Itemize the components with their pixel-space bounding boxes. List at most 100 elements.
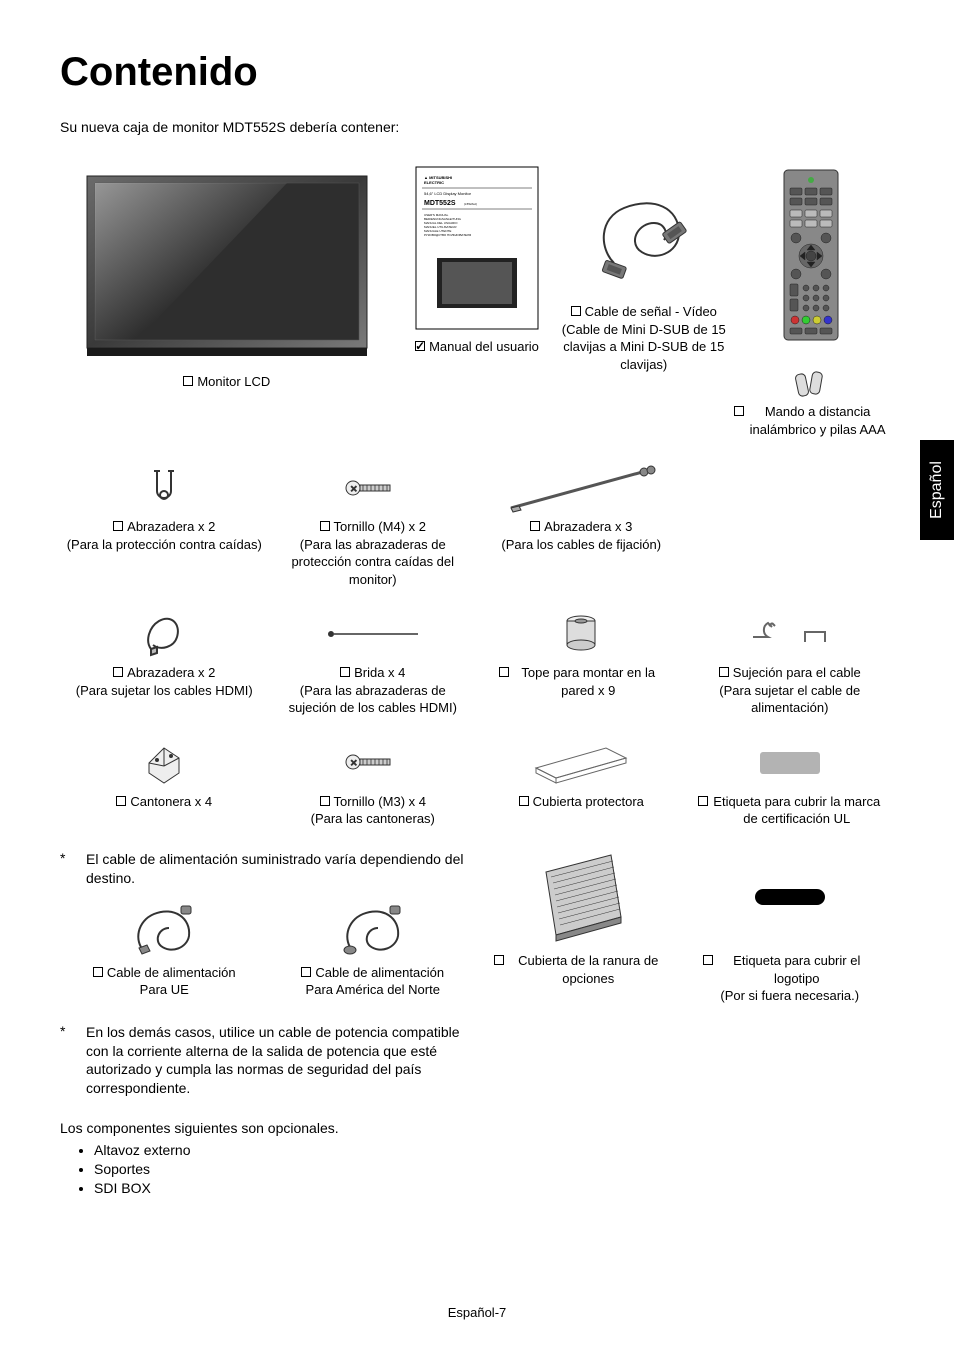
grey-label-icon <box>760 752 820 774</box>
doc-subtitle: 54,6" LCD Display Monitor <box>424 191 472 196</box>
checkbox-icon <box>113 667 123 677</box>
item-signal-cable: Cable de señal - Vídeo (Cable de Mini D-… <box>560 163 727 373</box>
item-manual: ▲ MITSUBISHI ELECTRIC 54,6" LCD Display … <box>394 163 561 356</box>
hdmi-clamp-illustration <box>139 604 189 664</box>
item-screw-m4: ✕ Tornillo (M4) x 2 (Para las abrazadera… <box>269 458 478 588</box>
manual-illustration: ▲ MITSUBISHI ELECTRIC 54,6" LCD Display … <box>412 163 542 338</box>
logo-label-illustration <box>755 842 825 952</box>
checkbox-checked-icon <box>415 341 425 351</box>
item-cover: Cubierta protectora <box>477 733 686 811</box>
item-clamp-fall: Abrazadera x 2 (Para la protección contr… <box>60 458 269 553</box>
checkbox-icon <box>698 796 708 806</box>
item-clamp-3: Abrazadera x 3 (Para los cables de fijac… <box>477 458 686 553</box>
item-wall-stop: Tope para montar en la pared x 9 <box>477 604 686 699</box>
item-logo-label: Etiqueta para cubrir el logotipo (Por si… <box>686 842 895 1005</box>
remote-illustration <box>776 163 846 363</box>
item-corner: Cantonera x 4 <box>60 733 269 811</box>
intro-text: Su nueva caja de monitor MDT552S debería… <box>60 119 894 135</box>
optional-list: Altavoz externo Soportes SDI BOX <box>60 1142 894 1196</box>
checkbox-icon <box>93 967 103 977</box>
item-cable-holder: Sujeción para el cable (Para sujetar el … <box>686 604 895 717</box>
checkbox-icon <box>301 967 311 977</box>
language-tab-label: Español <box>928 461 946 519</box>
wallstop-illustration <box>556 604 606 664</box>
clamp-illustration <box>139 458 189 518</box>
item-sub: (Por si fuera necesaria.) <box>720 987 859 1005</box>
note-1: * El cable de alimentación suministrado … <box>60 850 477 888</box>
cableholder-illustration <box>745 604 835 664</box>
item-label: Etiqueta para cubrir el logotipo <box>717 952 877 987</box>
screw-m3-illustration: ✕ <box>343 733 403 793</box>
item-sub: (Para las abrazaderas de sujeción de los… <box>283 682 463 717</box>
cover-illustration <box>526 733 636 793</box>
checkbox-icon <box>734 406 744 416</box>
note-2: * En los demás casos, utilice un cable d… <box>60 1023 894 1099</box>
item-label: Tope para montar en la pared x 9 <box>513 664 663 699</box>
checkbox-icon <box>499 667 509 677</box>
svg-text:MDT552S: MDT552S <box>424 200 456 207</box>
item-sub: (Para las cantoneras) <box>311 810 435 828</box>
checkbox-icon <box>183 376 193 386</box>
item-label: Sujeción para el cable <box>733 664 861 682</box>
item-label: Cable de alimentación <box>107 964 236 982</box>
slotcover-illustration <box>531 842 631 952</box>
batteries-illustration <box>791 363 831 403</box>
item-sub: (Para sujetar el cable de alimentación) <box>705 682 875 717</box>
checkbox-icon <box>113 521 123 531</box>
item-power-na: Cable de alimentación Para América del N… <box>269 894 478 999</box>
item-ul-label: Etiqueta para cubrir la marca de certifi… <box>686 733 895 828</box>
monitor-illustration <box>77 163 377 373</box>
item-label: Mando a distancia inalámbrico y pilas AA… <box>748 403 888 438</box>
item-clamp-hdmi: Abrazadera x 2 (Para sujetar los cables … <box>60 604 269 699</box>
clamp3-illustration <box>506 458 656 518</box>
tie-illustration <box>323 604 423 664</box>
item-label: Cubierta de la ranura de opciones <box>508 952 668 987</box>
item-tie: Brida x 4 (Para las abrazaderas de sujec… <box>269 604 478 717</box>
row-3: Abrazadera x 2 (Para sujetar los cables … <box>60 604 894 717</box>
page-number: Español-7 <box>0 1305 954 1320</box>
checkbox-icon <box>719 667 729 677</box>
svg-text:✕: ✕ <box>350 758 358 768</box>
language-tab: Español <box>920 440 954 540</box>
optional-item: SDI BOX <box>94 1180 894 1196</box>
contents-grid: Monitor LCD ▲ MITSUBISHI ELECTRIC 54,6" … <box>60 163 894 1196</box>
item-sub: Para UE <box>140 981 189 999</box>
ul-label-illustration <box>760 733 820 793</box>
row-5-wrapper: * El cable de alimentación suministrado … <box>60 842 894 1005</box>
item-power-eu: Cable de alimentación Para UE <box>60 894 269 999</box>
item-sub: (Para sujetar los cables HDMI) <box>76 682 253 700</box>
power-eu-illustration <box>119 894 209 964</box>
item-label: Cable de señal - Vídeo <box>585 303 717 321</box>
checkbox-icon <box>519 796 529 806</box>
item-label: Tornillo (M4) x 2 <box>334 518 426 536</box>
checkbox-icon <box>340 667 350 677</box>
power-na-illustration <box>328 894 418 964</box>
checkbox-icon <box>320 521 330 531</box>
item-label: Abrazadera x 2 <box>127 518 215 536</box>
optional-item: Altavoz externo <box>94 1142 894 1158</box>
svg-text:РУКОВОДСТВО ПОЛЬЗОВАТЕЛЯ: РУКОВОДСТВО ПОЛЬЗОВАТЕЛЯ <box>424 233 471 237</box>
item-label: Cubierta protectora <box>533 793 644 811</box>
checkbox-icon <box>116 796 126 806</box>
svg-text:✕: ✕ <box>350 484 358 494</box>
screw-illustration: ✕ <box>343 458 403 518</box>
svg-text:ELECTRIC: ELECTRIC <box>424 180 444 185</box>
item-monitor: Monitor LCD <box>60 163 394 391</box>
item-label: Abrazadera x 3 <box>544 518 632 536</box>
item-sub: Para América del Norte <box>306 981 440 999</box>
item-remote: Mando a distancia inalámbrico y pilas AA… <box>727 163 894 438</box>
item-label: Brida x 4 <box>354 664 405 682</box>
checkbox-icon <box>494 955 504 965</box>
item-sub: (Cable de Mini D-SUB de 15 clavijas a Mi… <box>560 321 727 374</box>
optional-item: Soportes <box>94 1161 894 1177</box>
item-label: Tornillo (M3) x 4 <box>334 793 426 811</box>
item-label: Etiqueta para cubrir la marca de certifi… <box>712 793 882 828</box>
black-label-icon <box>755 889 825 905</box>
row-4: Cantonera x 4 ✕ Tornillo (M3) x 4 (Para … <box>60 733 894 828</box>
item-slot-cover: Cubierta de la ranura de opciones <box>477 842 686 987</box>
svg-text:(L552AH): (L552AH) <box>464 202 477 206</box>
checkbox-icon <box>530 521 540 531</box>
item-label: Cantonera x 4 <box>130 793 212 811</box>
row-2: Abrazadera x 2 (Para la protección contr… <box>60 458 894 588</box>
item-label: Cable de alimentación <box>315 964 444 982</box>
